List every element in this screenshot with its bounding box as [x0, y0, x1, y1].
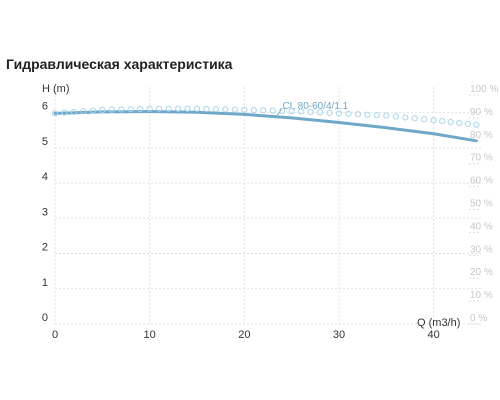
x-ticks: 0 10 20 30 40 — [52, 329, 440, 341]
y-tick-label: 1 — [42, 277, 48, 289]
efficiency-point — [89, 107, 96, 114]
efficiency-point — [392, 113, 399, 120]
y-tick-label: 6 — [42, 101, 48, 113]
efficiency-point — [411, 115, 418, 122]
y-tick-label: 5 — [42, 136, 48, 148]
efficiency-point — [127, 106, 134, 113]
y2-tick-label: 100 % — [470, 84, 498, 95]
y2-tick-label: 0 % — [470, 313, 487, 324]
y-ticks: 0 1 2 3 4 5 6 — [42, 101, 48, 324]
efficiency-point — [288, 107, 295, 115]
x-tick-label: 10 — [144, 329, 156, 341]
efficiency-point — [421, 116, 428, 123]
series: CL 80-60/4/1.1 — [51, 101, 480, 143]
efficiency-point — [260, 107, 267, 114]
y2-tick-label: 70 % — [470, 153, 493, 164]
efficiency-point — [108, 106, 115, 113]
efficiency-point — [279, 107, 286, 114]
y2-tick-label: 80 % — [470, 130, 493, 141]
efficiency-point — [383, 112, 390, 119]
y2-tick-label: 30 % — [470, 244, 493, 255]
y2-tick-label: 40 % — [470, 221, 493, 232]
efficiency-point — [174, 105, 182, 112]
y-tick-label: 4 — [42, 171, 48, 183]
y2-tick-label: 60 % — [470, 176, 493, 187]
efficiency-point — [335, 110, 343, 117]
grid — [54, 87, 481, 325]
x-tick-label: 30 — [333, 329, 345, 341]
y-tick-label: 3 — [42, 206, 48, 218]
efficiency-point — [464, 120, 471, 127]
efficiency-point — [364, 111, 371, 118]
efficiency-point — [456, 119, 463, 127]
efficiency-point — [70, 108, 78, 116]
page-title: Гидравлическая характеристика — [6, 56, 233, 72]
series-label: CL 80-60/4/1.1 — [282, 101, 348, 112]
y-tick-label: 0 — [42, 312, 48, 324]
efficiency-point — [146, 105, 153, 112]
efficiency-point — [241, 106, 248, 113]
x-axis-label: Q (m3/h) — [417, 317, 460, 329]
efficiency-point — [231, 106, 238, 113]
efficiency-point — [345, 110, 352, 117]
efficiency-point — [222, 106, 229, 113]
y-tick-label: 2 — [42, 242, 48, 254]
efficiency-point — [137, 105, 144, 113]
efficiency-point — [184, 105, 191, 112]
y2-tick-label: 10 % — [470, 290, 493, 301]
y-axis-label: H (m) — [42, 83, 70, 95]
efficiency-point — [203, 105, 210, 113]
efficiency-point — [269, 107, 276, 114]
efficiency-point — [156, 105, 163, 112]
efficiency-point — [439, 118, 446, 125]
efficiency-point — [99, 106, 106, 113]
efficiency-point — [326, 109, 333, 116]
efficiency-point — [447, 118, 454, 126]
x-tick-label: 40 — [428, 329, 440, 341]
efficiency-point — [212, 106, 220, 113]
efficiency-point — [193, 105, 201, 112]
efficiency-point — [80, 108, 87, 115]
efficiency-point — [430, 117, 437, 124]
efficiency-point — [61, 109, 68, 116]
y2-tick-label: 50 % — [470, 199, 493, 210]
efficiency-point — [307, 108, 314, 116]
x-tick-label: 20 — [238, 329, 250, 341]
efficiency-point — [51, 110, 59, 117]
x-tick-label: 0 — [52, 329, 58, 341]
efficiency-point — [250, 107, 257, 114]
efficiency-point — [118, 106, 125, 113]
y2-tick-label: 20 % — [470, 267, 493, 278]
y2-tick-label: 90 % — [470, 107, 493, 118]
efficiency-point — [165, 105, 172, 112]
efficiency-point — [473, 121, 480, 128]
efficiency-point — [316, 109, 324, 116]
efficiency-point — [373, 112, 380, 119]
efficiency-point — [298, 108, 305, 115]
y2-ticks: 0 % 10 % 20 % 30 % 40 % 50 % 60 % 70 % 80 % 90 % 1… — [469, 84, 498, 325]
efficiency-point — [402, 114, 409, 121]
efficiency-point — [354, 111, 362, 118]
head-curve — [53, 110, 478, 143]
